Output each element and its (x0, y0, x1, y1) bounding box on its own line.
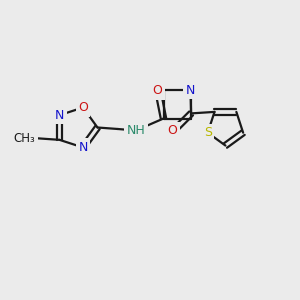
Text: N: N (78, 141, 88, 154)
Text: O: O (153, 84, 162, 97)
Text: O: O (78, 101, 88, 114)
Text: NH: NH (127, 124, 145, 137)
Text: O: O (167, 124, 177, 137)
Text: S: S (204, 126, 212, 139)
Text: N: N (186, 83, 195, 97)
Text: CH₃: CH₃ (14, 132, 35, 145)
Text: N: N (55, 109, 64, 122)
